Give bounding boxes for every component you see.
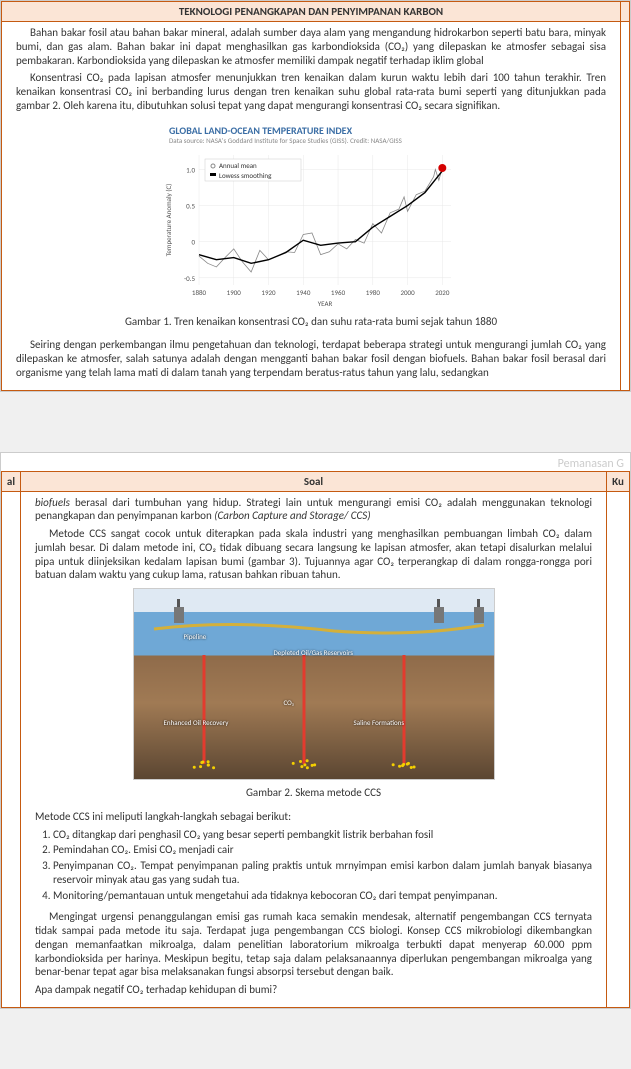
para-6: Mengingat urgensi penanggulangan emisi g…: [35, 910, 592, 979]
svg-text:2020: 2020: [435, 288, 450, 297]
soal-header: Soal: [21, 471, 607, 491]
watermark: Pemanasan G: [1, 453, 630, 471]
right-edge: [621, 2, 630, 22]
svg-text:-0.5: -0.5: [184, 273, 195, 282]
chart-title: GLOBAL LAND-OCEAN TEMPERATURE INDEX: [161, 119, 461, 138]
para-5: Metode CCS sangat cocok untuk diterapkan…: [35, 527, 592, 582]
section-title: TEKNOLOGI PENANGKAPAN DAN PENYIMPANAN KA…: [2, 2, 621, 22]
step-item: CO₂ ditangkap dari penghasil CO₂ yang be…: [53, 828, 592, 842]
svg-text:YEAR: YEAR: [318, 299, 333, 308]
ccs-label: Enhanced Oil Recovery: [164, 719, 229, 728]
svg-text:1940: 1940: [296, 288, 311, 297]
page-1: TEKNOLOGI PENANGKAPAN DAN PENYIMPANAN KA…: [0, 0, 631, 392]
step-item: Monitoring/pemantauan untuk mengetahui a…: [53, 889, 592, 903]
ccs-label: Pipeline: [184, 633, 207, 642]
svg-text:Lowess smoothing: Lowess smoothing: [219, 171, 272, 180]
svg-text:Temperature Anomaly (C): Temperature Anomaly (C): [164, 183, 173, 256]
body-text-1: Bahan bakar fosil atau bahan bakar miner…: [2, 22, 621, 391]
para-2: Konsentrasi CO₂ pada lapisan atmosfer me…: [16, 71, 606, 112]
ccs-svg: [134, 589, 494, 779]
svg-text:1980: 1980: [366, 288, 381, 297]
ccs-label: Depleted Oil/Gas Reservoirs: [274, 649, 354, 658]
steps-intro: Metode CCS ini meliputi langkah-langkah …: [35, 810, 592, 824]
ccs-label: Saline Formations: [354, 719, 405, 728]
left-header: al: [2, 471, 21, 491]
ccs-schematic: Pipeline CO₂ Enhanced Oil Recovery Saline F…: [133, 588, 495, 780]
ccs-label: CO₂: [284, 699, 295, 708]
body-text-2: biofuels berasal dari tumbuhan yang hidu…: [21, 491, 607, 1007]
step-item: Penyimpanan CO₂. Tempat penyimpanan pali…: [53, 859, 592, 887]
steps-list: CO₂ ditangkap dari penghasil CO₂ yang be…: [53, 828, 592, 903]
step-item: Pemindahan CO₂. Emisi CO₂ menjadi cair: [53, 843, 592, 857]
chart-svg: -0.5 0 0.5 1.0 1880 1900 1920 1940 1960 1980 2000 2…: [161, 149, 461, 309]
svg-text:Annual mean: Annual mean: [219, 161, 257, 170]
svg-text:1900: 1900: [227, 288, 242, 297]
svg-text:1960: 1960: [331, 288, 346, 297]
svg-text:1920: 1920: [261, 288, 276, 297]
para-1: Bahan bakar fosil atau bahan bakar miner…: [16, 26, 606, 67]
svg-text:1.0: 1.0: [186, 165, 195, 174]
svg-text:2000: 2000: [400, 288, 415, 297]
chart-source: Data source: NASA's Goddard Institute fo…: [161, 137, 461, 149]
page-2: Pemanasan G al Soal Ku biofuels berasal …: [0, 452, 631, 1009]
content-table-2: al Soal Ku biofuels berasal dari tumbuha…: [1, 471, 630, 1008]
figure1-caption: Gambar 1. Tren kenaikan konsentrasi CO₂ …: [16, 315, 606, 329]
temperature-chart: GLOBAL LAND-OCEAN TEMPERATURE INDEX Data…: [161, 119, 461, 309]
para-3: Seiring dengan perkembangan ilmu pengeta…: [16, 338, 606, 379]
para-4: biofuels berasal dari tumbuhan yang hidu…: [35, 496, 592, 524]
content-table-1: TEKNOLOGI PENANGKAPAN DAN PENYIMPANAN KA…: [1, 1, 630, 391]
para-7: Apa dampak negatif CO₂ terhadap kehidupa…: [35, 983, 592, 997]
figure2-caption: Gambar 2. Skema metode CCS: [35, 786, 592, 800]
svg-text:1880: 1880: [192, 288, 207, 297]
svg-text:0.5: 0.5: [186, 201, 195, 210]
kunci-header: Ku: [607, 471, 630, 491]
svg-text:0: 0: [191, 237, 195, 246]
